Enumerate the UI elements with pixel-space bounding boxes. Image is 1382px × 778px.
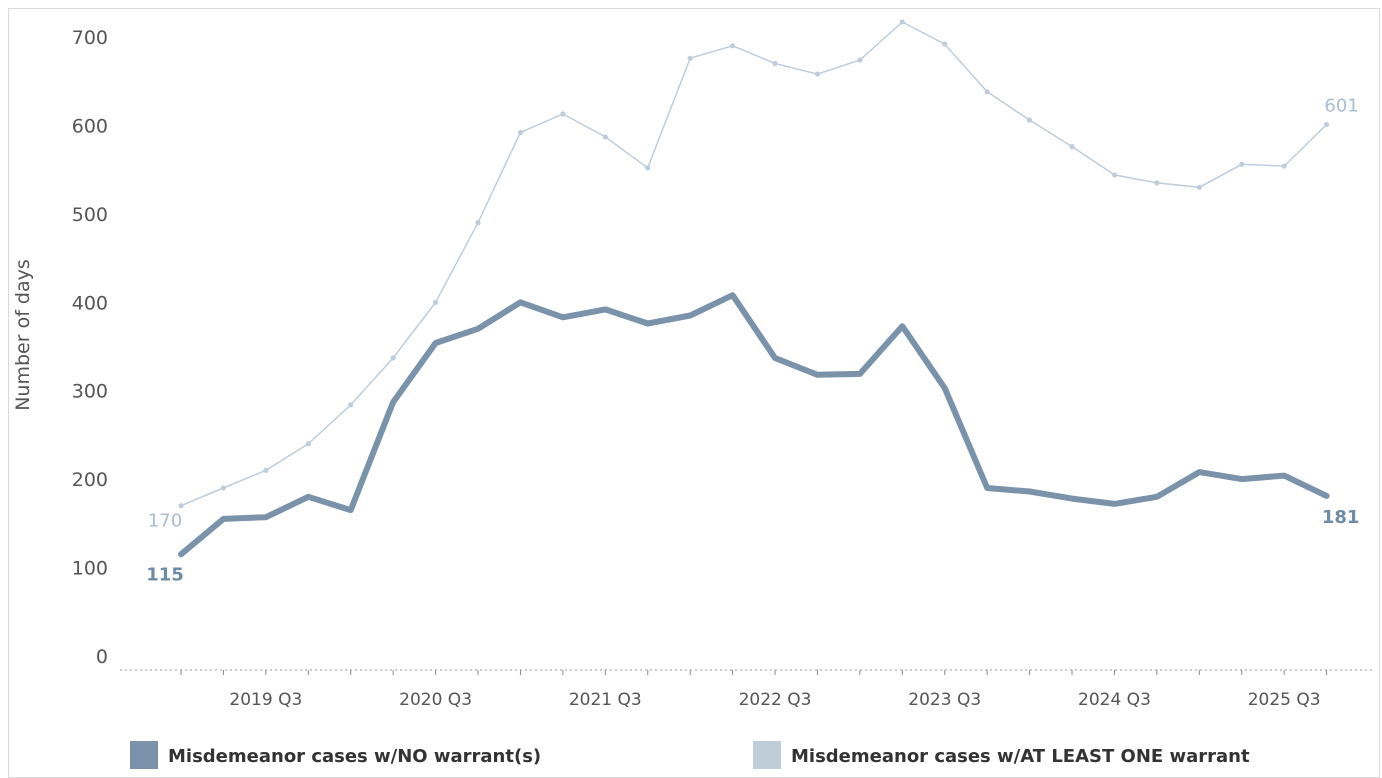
data-point-at-least-one-warrant: [645, 165, 651, 171]
data-point-at-least-one-warrant: [220, 485, 227, 491]
y-tick-label: 700: [72, 27, 108, 49]
data-point-at-least-one-warrant: [687, 55, 693, 61]
data-point-at-least-one-warrant: [814, 71, 821, 77]
x-tick-label: 2024 Q3: [1078, 690, 1151, 710]
y-tick-label: 400: [72, 292, 108, 314]
data-point-at-least-one-warrant: [517, 129, 524, 136]
legend-item-no-warrant: Misdemeanor cases w/NO warrant(s): [130, 741, 541, 769]
data-label-end-no-warrant: 181: [1322, 507, 1360, 528]
data-point-at-least-one-warrant: [560, 111, 566, 117]
y-tick-label: 600: [72, 115, 108, 137]
data-point-at-least-one-warrant: [1324, 121, 1330, 128]
x-tick-label: 2023 Q3: [908, 690, 981, 710]
chart-frame: [8, 8, 1380, 778]
legend: Misdemeanor cases w/NO warrant(s) Misdeme…: [130, 741, 1250, 769]
end-labels: 170 601 115 181: [146, 96, 1359, 586]
series-line-at-least-one-warrant: [180, 21, 1328, 507]
y-tick-label: 200: [72, 469, 108, 491]
data-point-at-least-one-warrant: [602, 134, 608, 140]
y-tick-label: 100: [72, 558, 108, 580]
data-point-at-least-one-warrant: [390, 355, 396, 361]
y-tick-label: 300: [72, 381, 108, 403]
data-point-at-least-one-warrant: [305, 441, 311, 447]
x-tick-label: 2020 Q3: [399, 690, 472, 710]
series-group: [178, 19, 1330, 558]
data-point-at-least-one-warrant: [1111, 172, 1118, 178]
legend-swatch: [130, 741, 158, 769]
data-point-at-least-one-warrant: [348, 402, 354, 408]
data-point-at-least-one-warrant: [1069, 144, 1075, 150]
data-point-at-least-one-warrant: [729, 43, 736, 49]
data-point-at-least-one-warrant: [178, 503, 184, 509]
x-tick-label: 2019 Q3: [229, 690, 302, 710]
data-point-at-least-one-warrant: [1239, 161, 1245, 167]
legend-label: Misdemeanor cases w/NO warrant(s): [168, 746, 541, 767]
legend-item-at-least-one-warrant: Misdemeanor cases w/AT LEAST ONE warrant: [753, 741, 1250, 769]
x-tick-label: 2025 Q3: [1248, 690, 1321, 710]
y-tick-label: 500: [72, 204, 108, 226]
data-point-at-least-one-warrant: [263, 467, 269, 473]
y-tick-label: 0: [96, 646, 108, 668]
x-tick-label: 2022 Q3: [739, 690, 812, 710]
data-point-at-least-one-warrant: [475, 220, 481, 226]
legend-swatch: [753, 741, 781, 769]
data-point-at-least-one-warrant: [772, 60, 778, 67]
data-point-at-least-one-warrant: [1196, 184, 1202, 190]
series-line-no-warrant: [178, 292, 1330, 558]
data-point-at-least-one-warrant: [857, 57, 863, 63]
data-point-at-least-one-warrant: [1154, 180, 1160, 186]
data-point-at-least-one-warrant: [899, 19, 905, 25]
data-label-start-no-warrant: 115: [146, 564, 184, 585]
data-point-at-least-one-warrant: [1281, 163, 1287, 169]
data-label-start-at-least-one-warrant: 170: [148, 511, 182, 532]
data-point-at-least-one-warrant: [984, 89, 990, 95]
x-tick-label: 2021 Q3: [569, 690, 642, 710]
data-label-end-at-least-one-warrant: 601: [1324, 96, 1358, 117]
legend-label: Misdemeanor cases w/AT LEAST ONE warrant: [791, 746, 1250, 767]
y-axis-title: Number of days: [12, 259, 34, 411]
data-point-at-least-one-warrant: [1027, 117, 1033, 123]
y-axis: 0 100 200 300 400 500 600 700: [72, 27, 108, 668]
data-point-at-least-one-warrant: [942, 41, 948, 47]
data-point-at-least-one-warrant: [432, 299, 439, 305]
x-axis: 2019 Q3 2020 Q3 2021 Q3 2022 Q3 2023 Q3 2024 …: [180, 670, 1328, 710]
